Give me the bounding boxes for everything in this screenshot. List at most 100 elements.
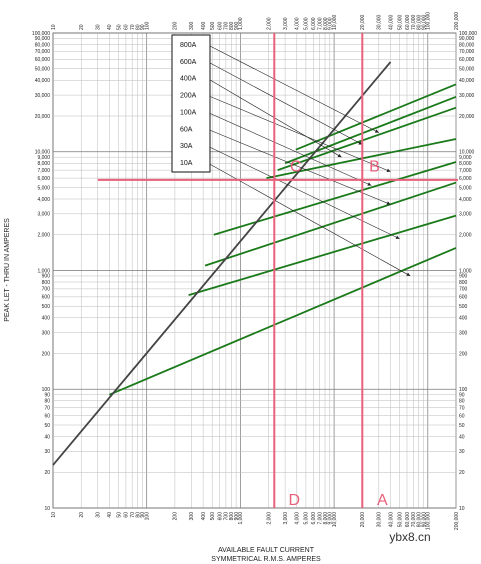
y-tick-label-right: 600	[459, 295, 468, 301]
x-tick-label-top: 90	[140, 24, 146, 30]
x-tick-label: 20	[79, 512, 85, 518]
series-line-10a	[109, 247, 457, 396]
x-tick-label-top: 20,000	[360, 14, 366, 30]
pointer-line-100a	[207, 112, 372, 186]
x-tick-label-top: 4,000	[295, 17, 301, 30]
pointer-arrowhead-10a	[406, 272, 411, 276]
reference-line	[52, 61, 392, 466]
x-tick-label: 2,000	[266, 512, 272, 525]
y-tick-label: 80,000	[35, 42, 51, 48]
y-tick-label: 5,000	[37, 185, 50, 191]
legend-entry-600a: 600A	[180, 59, 197, 66]
x-tick-label: 90,000	[421, 512, 427, 528]
y-tick-label: 100,000	[32, 31, 50, 37]
legend-box	[171, 34, 211, 173]
y-tick-label: 200	[42, 351, 51, 357]
annotations: D A C B	[97, 33, 458, 509]
y-tick-label-right: 40	[459, 434, 465, 440]
y-tick-label-right: 10,000	[459, 150, 475, 156]
y-tick-label: 60,000	[35, 57, 51, 63]
x-tick-label-top: 50,000	[397, 14, 403, 30]
legend-entry-100a: 100A	[180, 109, 197, 116]
x-tick-label: 8,000	[323, 512, 329, 525]
y-tick-label-right: 30	[459, 449, 465, 455]
y-tick-label-right: 40,000	[459, 78, 475, 84]
y-tick-label: 60	[44, 413, 50, 419]
legend-entry-60a: 60A	[180, 126, 193, 133]
y-tick-label-right: 100	[459, 387, 468, 393]
x-tick-label-top: 1,000	[238, 17, 244, 30]
y-tick-label: 40	[44, 434, 50, 440]
x-tick-label: 7,000	[317, 512, 323, 525]
series-line-30a	[188, 214, 457, 297]
y-tick-label-right: 20,000	[459, 114, 475, 120]
y-tick-label: 90	[44, 392, 50, 398]
y-tick-label: 4,000	[37, 197, 50, 203]
legend-entry-30a: 30A	[180, 143, 193, 150]
x-tick-label-top: 30,000	[377, 14, 383, 30]
x-tick-label-top: 50	[116, 24, 122, 30]
x-tick-label: 700	[224, 512, 230, 521]
x-tick-label: 20,000	[360, 512, 366, 528]
y-tick-label-right: 70	[459, 405, 465, 411]
series-line-100a	[213, 161, 457, 236]
legend-entry-10a: 10A	[180, 160, 193, 167]
y-tick-label: 30	[44, 449, 50, 455]
x-tick-label-top: 90,000	[421, 14, 427, 30]
x-tick-label-top: 9,000	[328, 17, 334, 30]
pointer-arrowhead-400a	[337, 153, 342, 158]
y-tick-label-right: 50,000	[459, 67, 475, 73]
y-tick-label: 700	[42, 287, 51, 293]
x-tick-label: 1,000	[238, 512, 244, 525]
x-tick-label: 100,000	[426, 512, 432, 530]
x-tick-label: 800	[229, 512, 235, 521]
y-tick-label: 800	[42, 280, 51, 286]
x-tick-label-top: 70,000	[411, 14, 417, 30]
pointer-arrowhead-800a	[374, 129, 379, 133]
y-tick-label-right: 800	[459, 280, 468, 286]
y-tick-label: 9,000	[37, 155, 50, 161]
x-tick-label-top: 40,000	[388, 14, 394, 30]
y-tick-label-right: 500	[459, 304, 468, 310]
y-tick-label-right: 60,000	[459, 57, 475, 63]
legend-pointers	[207, 44, 411, 277]
pointer-line-600a	[207, 61, 363, 145]
series-line-400a	[277, 106, 457, 171]
y-tick-label: 90,000	[35, 36, 51, 42]
y-tick-label-right: 80,000	[459, 42, 475, 48]
y-tick-label: 10	[44, 506, 50, 512]
pointer-arrowhead-200a	[386, 168, 391, 172]
x-tick-label-top: 60,000	[405, 14, 411, 30]
x-tick-label-top: 80	[135, 24, 141, 30]
x-tick-label-top: 80,000	[417, 14, 423, 30]
watermark: ybx8.cn	[389, 530, 430, 544]
x-tick-label: 30	[96, 512, 102, 518]
y-tick-label: 70,000	[35, 49, 51, 55]
legend: 800A 600A 400A 200A 100A 60A 30A 10A	[171, 34, 211, 173]
y-tick-label: 10,000	[35, 150, 51, 156]
x-tick-label: 500	[210, 512, 216, 521]
y-tick-label: 8,000	[37, 161, 50, 167]
y-tick-label-right: 1,000	[459, 268, 472, 274]
x-tick-label-top: 700	[224, 21, 230, 30]
y-tick-label: 20	[44, 470, 50, 476]
y-tick-label: 500	[42, 304, 51, 310]
y-tick-labels-right: 1020304050607080901002003004005006007008…	[459, 31, 477, 512]
x-tick-label-top: 2,000	[266, 17, 272, 30]
y-tick-label-right: 50	[459, 423, 465, 429]
x-tick-label: 4,000	[295, 512, 301, 525]
y-tick-label: 100	[42, 387, 51, 393]
x-tick-label-top: 900	[234, 21, 240, 30]
y-tick-label: 40,000	[35, 78, 51, 84]
y-tick-label-right: 700	[459, 287, 468, 293]
y-tick-label-right: 7,000	[459, 168, 472, 174]
grid	[52, 32, 457, 509]
x-tick-label-top: 10,000	[332, 14, 338, 30]
y-tick-label: 1,000	[37, 268, 50, 274]
x-tick-label-top: 100,000	[426, 12, 432, 30]
x-tick-label: 70	[130, 512, 136, 518]
x-tick-label-top: 300	[189, 21, 195, 30]
y-tick-label-right: 100,000	[459, 31, 477, 37]
pointer-line-30a	[207, 145, 400, 240]
x-tick-label: 6,000	[311, 512, 317, 525]
